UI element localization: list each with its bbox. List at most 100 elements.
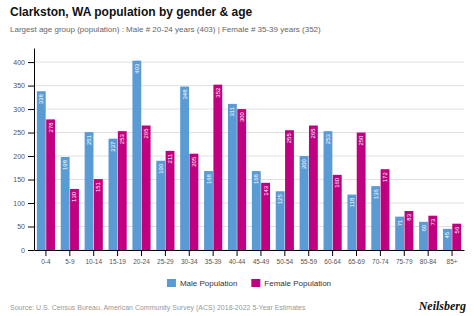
bar	[405, 211, 414, 250]
bar	[395, 217, 404, 250]
data-label: 125	[277, 194, 283, 205]
grid-line	[34, 62, 464, 63]
data-label: 172	[382, 172, 388, 183]
x-tick-mark	[141, 250, 142, 256]
y-tick-label: 250	[13, 129, 25, 136]
x-tick: 20-24	[133, 250, 150, 265]
x-tick-label: 40-44	[229, 258, 246, 265]
data-label: 265	[143, 128, 149, 139]
bar	[452, 224, 461, 250]
bar	[61, 157, 70, 250]
data-label: 253	[119, 133, 125, 144]
bar	[37, 91, 46, 250]
data-label: 168	[253, 173, 259, 184]
x-tick-label: 45-49	[253, 258, 270, 265]
x-tick-mark	[404, 250, 405, 256]
x-tick-label: 25-29	[157, 258, 174, 265]
x-tick-mark	[380, 250, 381, 256]
x-tick: 70-74	[372, 250, 389, 265]
data-label: 255	[286, 133, 292, 144]
data-label: 403	[134, 63, 140, 74]
bar	[252, 171, 261, 250]
y-tick-label: 150	[13, 176, 25, 183]
x-tick: 80-84	[420, 250, 437, 265]
data-label: 151	[95, 181, 101, 192]
y-tick-mark	[28, 109, 34, 110]
x-tick-mark	[93, 250, 94, 256]
legend-label: Male Population	[180, 279, 237, 288]
x-tick: 60-64	[324, 250, 341, 265]
data-label: 190	[158, 163, 164, 174]
bar	[428, 216, 437, 250]
data-label: 45	[444, 231, 450, 238]
bar	[132, 61, 141, 250]
x-tick: 25-29	[157, 250, 174, 265]
legend-item: Female Population	[251, 279, 331, 288]
x-tick: 45-49	[253, 250, 270, 265]
series	[46, 85, 461, 250]
bar	[309, 126, 318, 250]
data-label: 200	[301, 158, 307, 169]
data-label: 168	[206, 173, 212, 184]
data-label: 237	[110, 141, 116, 152]
bar	[419, 222, 428, 250]
y-tick-label: 300	[13, 106, 25, 113]
grid-line	[34, 85, 464, 86]
x-tick-label: 35-39	[205, 258, 222, 265]
bar	[347, 195, 356, 250]
y-tick-label: 200	[13, 153, 25, 160]
subtitle: Largest age group (population) : Male # …	[10, 25, 321, 34]
data-label: 160	[334, 177, 340, 188]
bar	[204, 171, 213, 250]
grid-line	[34, 132, 464, 133]
bar	[261, 183, 270, 250]
y-tick-label: 50	[17, 223, 25, 230]
x-tick-label: 80-84	[420, 258, 437, 265]
y-tick-mark	[28, 133, 34, 134]
x-tick-mark	[165, 250, 166, 256]
bar	[285, 130, 294, 250]
x-tick: 75-79	[396, 250, 413, 265]
y-tick-mark	[28, 86, 34, 87]
bar	[276, 191, 285, 250]
x-tick-mark	[332, 250, 333, 256]
source: Source: U.S. Census Bureau, American Com…	[10, 304, 306, 312]
y-tick-label: 350	[13, 82, 25, 89]
x-tick: 15-19	[109, 250, 126, 265]
x-axis-line	[35, 250, 465, 251]
y-axis: 050100150200250300350400	[13, 49, 34, 254]
legend-label: Female Population	[264, 279, 331, 288]
bars	[37, 61, 461, 250]
y-tick: 300	[13, 106, 34, 113]
data-label: 311	[229, 106, 235, 116]
data-label: 136	[373, 188, 379, 199]
x-tick-label: 0-4	[41, 258, 51, 265]
data-labels: 3381982512374031903481683111681252002531…	[38, 63, 459, 239]
bar	[85, 132, 94, 250]
grid-line	[34, 156, 464, 157]
data-label: 130	[71, 191, 77, 202]
data-label: 56	[454, 226, 460, 233]
y-tick-mark	[28, 227, 34, 228]
x-tick: 0-4	[41, 250, 51, 265]
data-label: 250	[358, 135, 364, 146]
x-tick-label: 85+	[447, 258, 458, 265]
y-tick-label: 400	[13, 59, 25, 66]
legend: Male Population Female Population	[167, 279, 331, 288]
data-label: 83	[406, 213, 412, 220]
data-label: 348	[182, 89, 188, 100]
bar	[118, 131, 127, 250]
bar	[190, 154, 199, 250]
bar	[333, 175, 342, 250]
x-tick: 30-34	[181, 250, 198, 265]
y-tick: 0	[21, 247, 34, 254]
x-tick: 65-69	[348, 250, 365, 265]
x-tick-mark	[284, 250, 285, 256]
x-tick-label: 20-24	[133, 258, 150, 265]
data-label: 118	[349, 197, 355, 207]
data-label: 338	[38, 94, 44, 105]
x-tick: 55-59	[300, 250, 317, 265]
x-tick-mark	[356, 250, 357, 256]
bar	[156, 161, 165, 250]
annotation: Neilsberg	[418, 299, 466, 313]
